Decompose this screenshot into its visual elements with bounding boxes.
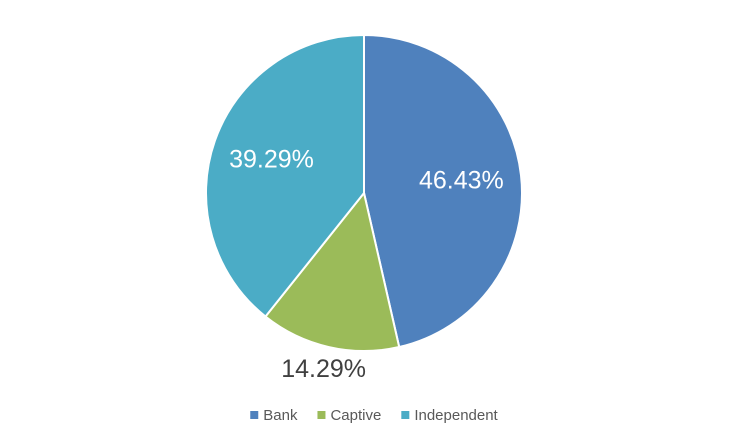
pie-slice [205,33,365,318]
data-label: 39.29% [229,145,314,173]
legend-label: Independent [414,407,498,424]
legend-swatch [317,411,326,419]
legend-swatch [250,411,259,419]
data-label: 46.43% [419,167,504,195]
pie-slice [264,190,401,352]
data-label: 14.29% [281,355,366,383]
legend-swatch [401,411,410,419]
pie-slice [363,33,523,349]
legend-label: Bank [263,407,298,424]
legend-label: Captive [330,407,381,424]
